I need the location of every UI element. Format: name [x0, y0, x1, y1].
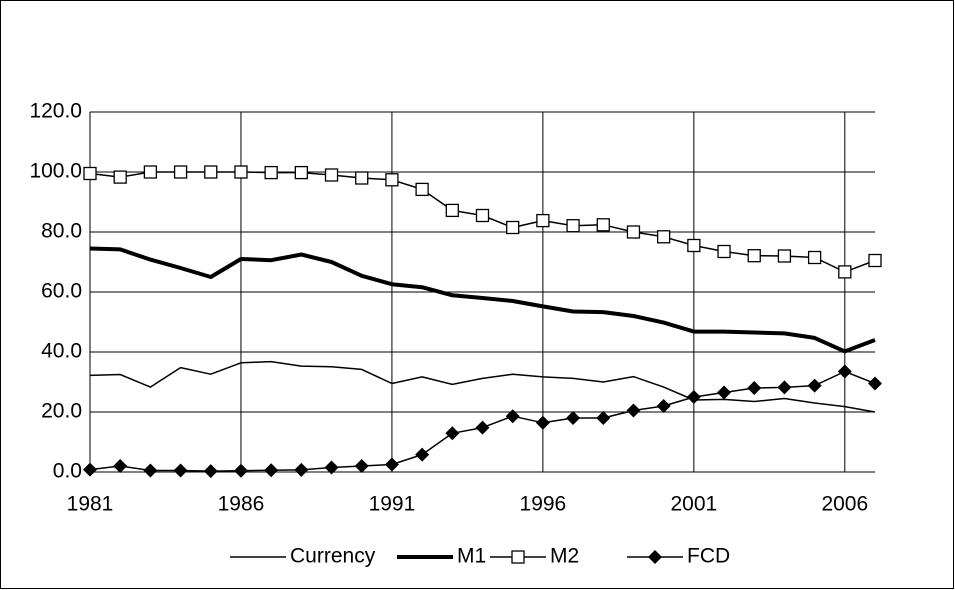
marker [837, 364, 852, 379]
series-line [89, 360, 876, 413]
legend-label: Currency [290, 545, 376, 568]
legend-label: M2 [550, 545, 579, 568]
marker [83, 462, 97, 477]
y-tick-label: 0.0 [53, 460, 82, 483]
marker [686, 390, 701, 404]
marker [143, 463, 158, 478]
y-tick-label: 100.0 [29, 160, 82, 183]
marker [385, 173, 399, 187]
marker [384, 457, 399, 472]
marker [203, 464, 218, 479]
marker [354, 459, 369, 473]
marker [717, 385, 732, 400]
marker [648, 550, 662, 564]
y-tick-label: 120.0 [29, 100, 82, 123]
marker [566, 219, 580, 233]
marker [717, 244, 731, 259]
marker [445, 203, 459, 218]
marker [511, 550, 525, 564]
marker [506, 220, 520, 235]
marker [83, 166, 97, 181]
x-tick-label: 2001 [670, 493, 717, 516]
marker [747, 249, 761, 263]
marker [233, 463, 248, 478]
marker [204, 165, 218, 179]
marker [868, 253, 882, 268]
marker [113, 170, 127, 184]
x-tick-label: 1996 [520, 493, 567, 516]
marker [415, 447, 430, 462]
series-line [89, 246, 876, 354]
marker [536, 213, 550, 228]
marker [807, 250, 822, 265]
x-tick-label: 1981 [67, 493, 114, 516]
x-tick-label: 2006 [821, 493, 868, 516]
marker [355, 171, 369, 185]
marker [113, 459, 128, 473]
marker [626, 403, 641, 418]
marker [445, 426, 460, 441]
x-tick-label: 1986 [218, 493, 265, 516]
marker [173, 165, 188, 179]
marker [807, 378, 822, 393]
marker [505, 409, 520, 424]
marker [596, 411, 611, 425]
y-tick-label: 80.0 [41, 220, 82, 243]
marker [475, 420, 490, 435]
marker [566, 411, 581, 425]
legend-label: FCD [687, 545, 730, 568]
marker [143, 165, 158, 179]
marker [264, 165, 278, 180]
marker [747, 381, 762, 395]
marker [324, 168, 339, 182]
marker [294, 165, 308, 180]
y-tick-label: 20.0 [41, 400, 82, 423]
marker [596, 218, 610, 232]
marker [626, 225, 641, 239]
marker [687, 238, 701, 253]
marker [415, 182, 429, 197]
marker [324, 460, 339, 475]
marker [234, 165, 248, 179]
y-tick-label: 40.0 [41, 340, 82, 363]
marker [173, 463, 188, 478]
marker [535, 415, 550, 430]
x-tick-label: 1991 [369, 493, 416, 516]
marker [657, 230, 671, 244]
marker [868, 376, 882, 391]
marker [838, 265, 852, 279]
y-tick-label: 60.0 [41, 280, 82, 303]
marker [475, 208, 490, 223]
marker [656, 399, 671, 413]
marker [294, 462, 309, 477]
marker [777, 249, 792, 263]
marker [777, 380, 792, 395]
legend-label: M1 [457, 545, 486, 568]
marker [264, 463, 279, 478]
